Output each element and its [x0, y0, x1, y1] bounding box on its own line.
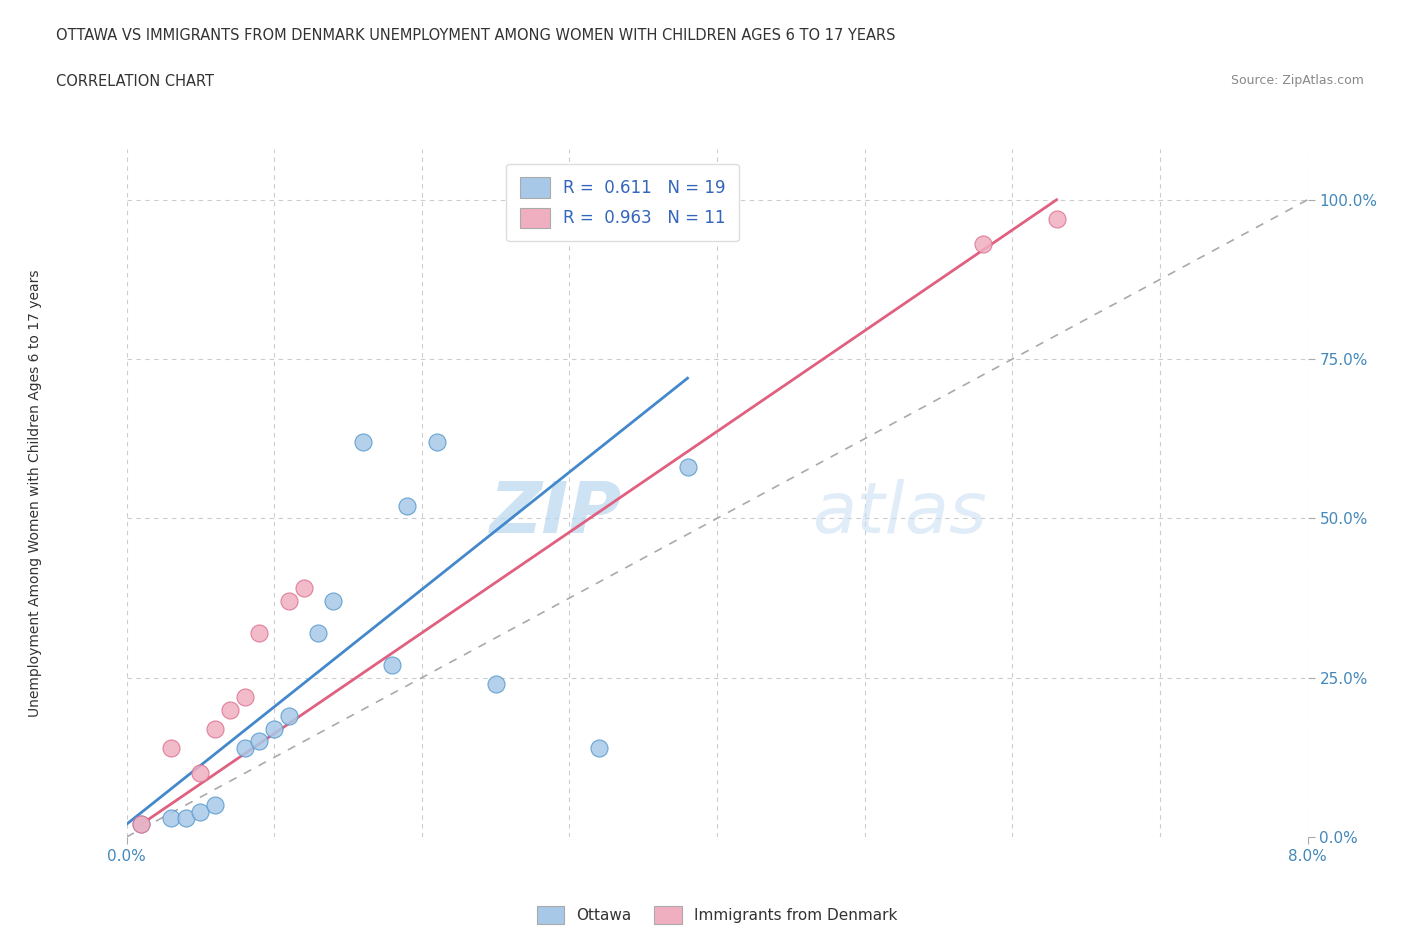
Point	[188, 765, 211, 780]
Point	[263, 722, 285, 737]
Legend: Ottawa, Immigrants from Denmark: Ottawa, Immigrants from Denmark	[530, 899, 904, 930]
Point	[188, 804, 211, 819]
Text: Source: ZipAtlas.com: Source: ZipAtlas.com	[1230, 74, 1364, 87]
Point	[204, 798, 226, 813]
Point	[676, 460, 699, 475]
Point	[204, 722, 226, 737]
Point	[247, 734, 270, 749]
Point	[352, 434, 374, 449]
Point	[278, 709, 301, 724]
Text: OTTAWA VS IMMIGRANTS FROM DENMARK UNEMPLOYMENT AMONG WOMEN WITH CHILDREN AGES 6 : OTTAWA VS IMMIGRANTS FROM DENMARK UNEMPL…	[56, 28, 896, 43]
Point	[233, 689, 256, 704]
Point	[278, 593, 301, 608]
Text: ZIP: ZIP	[491, 479, 623, 548]
Point	[558, 224, 581, 239]
Point	[129, 817, 153, 831]
Point	[425, 434, 447, 449]
Point	[247, 626, 270, 641]
Point	[174, 810, 197, 825]
Point	[1045, 211, 1069, 226]
Point	[233, 740, 256, 755]
Text: Unemployment Among Women with Children Ages 6 to 17 years: Unemployment Among Women with Children A…	[28, 269, 42, 717]
Point	[484, 677, 508, 692]
Point	[381, 658, 404, 672]
Point	[396, 498, 419, 513]
Point	[292, 581, 315, 596]
Point	[160, 810, 183, 825]
Point	[219, 702, 242, 717]
Text: atlas: atlas	[811, 479, 986, 548]
Point	[972, 237, 994, 252]
Point	[322, 593, 344, 608]
Point	[307, 626, 329, 641]
Point	[588, 740, 610, 755]
Point	[160, 740, 183, 755]
Point	[129, 817, 153, 831]
Text: CORRELATION CHART: CORRELATION CHART	[56, 74, 214, 89]
